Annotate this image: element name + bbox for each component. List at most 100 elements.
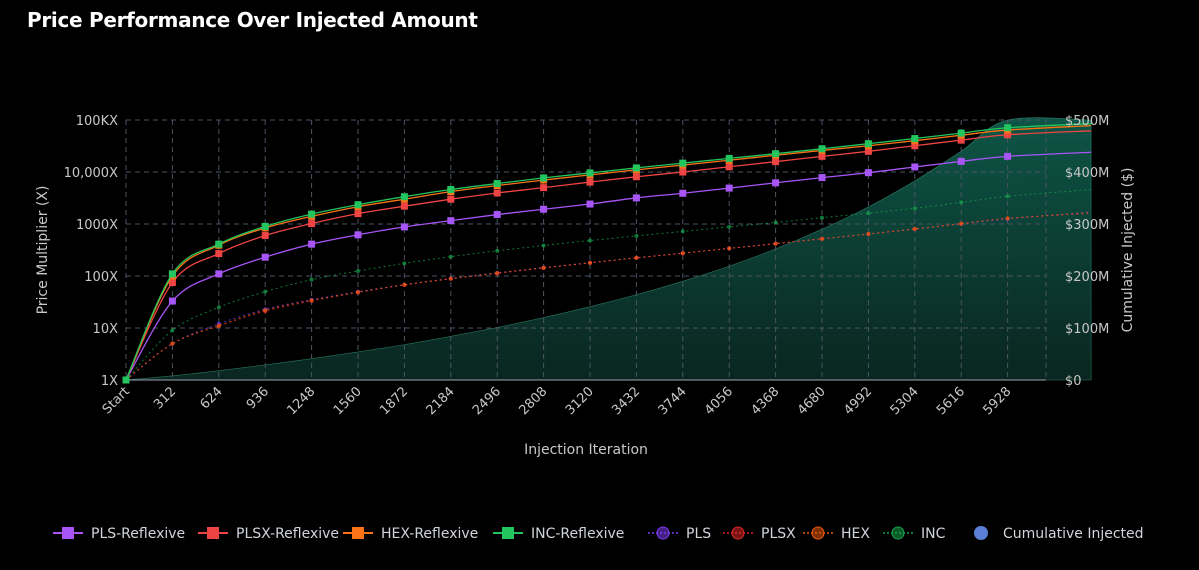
x-tick-label: 3120 [563, 384, 597, 418]
point-hex [263, 308, 268, 313]
point-hex [680, 251, 685, 256]
point-plsx-reflexive [818, 152, 826, 160]
point-hex [541, 265, 546, 270]
point-hex [866, 231, 871, 236]
legend-swatch [656, 526, 670, 540]
y-tick-label: 100KX [76, 114, 118, 129]
point-inc [170, 328, 175, 333]
point-plsx-reflexive [772, 158, 780, 166]
point-inc-reflexive [679, 159, 687, 167]
point-hex [727, 246, 732, 251]
legend-label: HEX [841, 526, 870, 542]
point-inc-reflexive [586, 169, 594, 177]
point-plsx-reflexive [632, 173, 640, 181]
x-tick-label: 3744 [656, 384, 690, 418]
x-tick-label: 1248 [284, 384, 318, 418]
y-tick-label: 10X [93, 322, 119, 337]
point-hex [959, 221, 964, 226]
point-plsx-reflexive [447, 195, 455, 203]
legend: PLS-Reflexive PLSX-Reflexive HEX-Reflexive… [53, 526, 1144, 542]
point-pls-reflexive [215, 270, 223, 278]
y-tick-label: 10,000X [64, 166, 118, 181]
point-plsx-reflexive [864, 147, 872, 155]
point-inc [634, 233, 639, 238]
point-inc [959, 200, 964, 205]
y2-tick-label: $0 [1065, 374, 1082, 389]
point-inc [356, 268, 360, 273]
point-inc-reflexive [168, 270, 176, 278]
point-inc-reflexive [818, 145, 826, 153]
point-plsx-reflexive [215, 250, 223, 258]
legend-swatch [207, 527, 219, 539]
point-pls-reflexive [772, 179, 780, 187]
point-pls-reflexive [447, 217, 455, 225]
point-pls-reflexive [493, 211, 501, 219]
point-inc-reflexive [957, 129, 965, 137]
point-inc-reflexive [632, 164, 640, 172]
x-tick-label: 2496 [470, 384, 504, 418]
point-inc-reflexive [215, 240, 223, 248]
point-hex [495, 271, 500, 276]
legend-swatch [502, 527, 514, 539]
point-inc [309, 277, 314, 282]
legend-label: INC [921, 526, 946, 542]
x-tick-label: 2808 [516, 384, 550, 418]
point-plsx-reflexive [308, 220, 316, 228]
point-pls-reflexive [308, 240, 316, 248]
point-pls-reflexive [725, 184, 733, 192]
x-tick-label: Start [100, 384, 133, 417]
legend-swatch [891, 526, 905, 540]
x-tick-label: 2184 [424, 384, 458, 418]
point-pls-reflexive [586, 200, 594, 208]
point-inc [588, 238, 592, 243]
x-tick-label: 1872 [377, 384, 411, 418]
point-plsx-reflexive [957, 136, 965, 144]
point-hex [402, 282, 407, 287]
y2-tick-label: $300M [1065, 218, 1109, 233]
point-hex [634, 255, 639, 260]
point-inc [820, 215, 824, 220]
chart-title: Price Performance Over Injected Amount [27, 8, 478, 32]
point-inc [402, 261, 407, 266]
point-inc [727, 224, 732, 229]
y-tick-label: 1000X [76, 218, 118, 233]
point-hex [309, 298, 314, 303]
point-inc [541, 243, 546, 248]
legend-swatch [352, 527, 364, 539]
y2-tick-label: $100M [1065, 322, 1109, 337]
point-hex [356, 290, 360, 295]
point-plsx-reflexive [261, 232, 269, 240]
point-inc-reflexive [400, 193, 408, 201]
legend-item-plsx: PLSX [723, 526, 796, 542]
point-inc [773, 220, 778, 225]
point-inc-reflexive [308, 210, 316, 218]
point-plsx-reflexive [354, 210, 362, 218]
point-plsx-reflexive [168, 278, 176, 286]
legend-label: Cumulative Injected [1003, 526, 1144, 542]
point-inc [216, 305, 221, 310]
x-tick-label: 4992 [841, 384, 875, 418]
point-hex [588, 260, 592, 265]
point-inc [866, 211, 871, 216]
legend-item-hex-reflexive: HEX-Reflexive [343, 526, 478, 542]
y2-tick-label: $500M [1065, 114, 1109, 129]
x-tick-label: 3432 [609, 384, 643, 418]
series-line-inc [125, 189, 1092, 381]
point-pls-reflexive [911, 163, 919, 171]
y-tick-label: 1X [101, 374, 118, 389]
point-inc-reflexive [447, 186, 455, 194]
point-hex [216, 323, 221, 328]
legend-label: PLSX-Reflexive [236, 526, 339, 542]
x-tick-label: 5616 [934, 384, 968, 418]
legend-label: INC-Reflexive [531, 526, 624, 542]
point-hex [773, 241, 778, 246]
point-inc-reflexive [725, 154, 733, 162]
point-pls-reflexive [957, 157, 965, 165]
x-tick-label: 312 [151, 384, 179, 412]
legend-item-plsx-reflexive: PLSX-Reflexive [198, 526, 339, 542]
point-inc [263, 289, 268, 294]
point-pls-reflexive [540, 205, 548, 213]
point-inc-reflexive [864, 140, 872, 148]
point-inc-reflexive [493, 180, 501, 188]
